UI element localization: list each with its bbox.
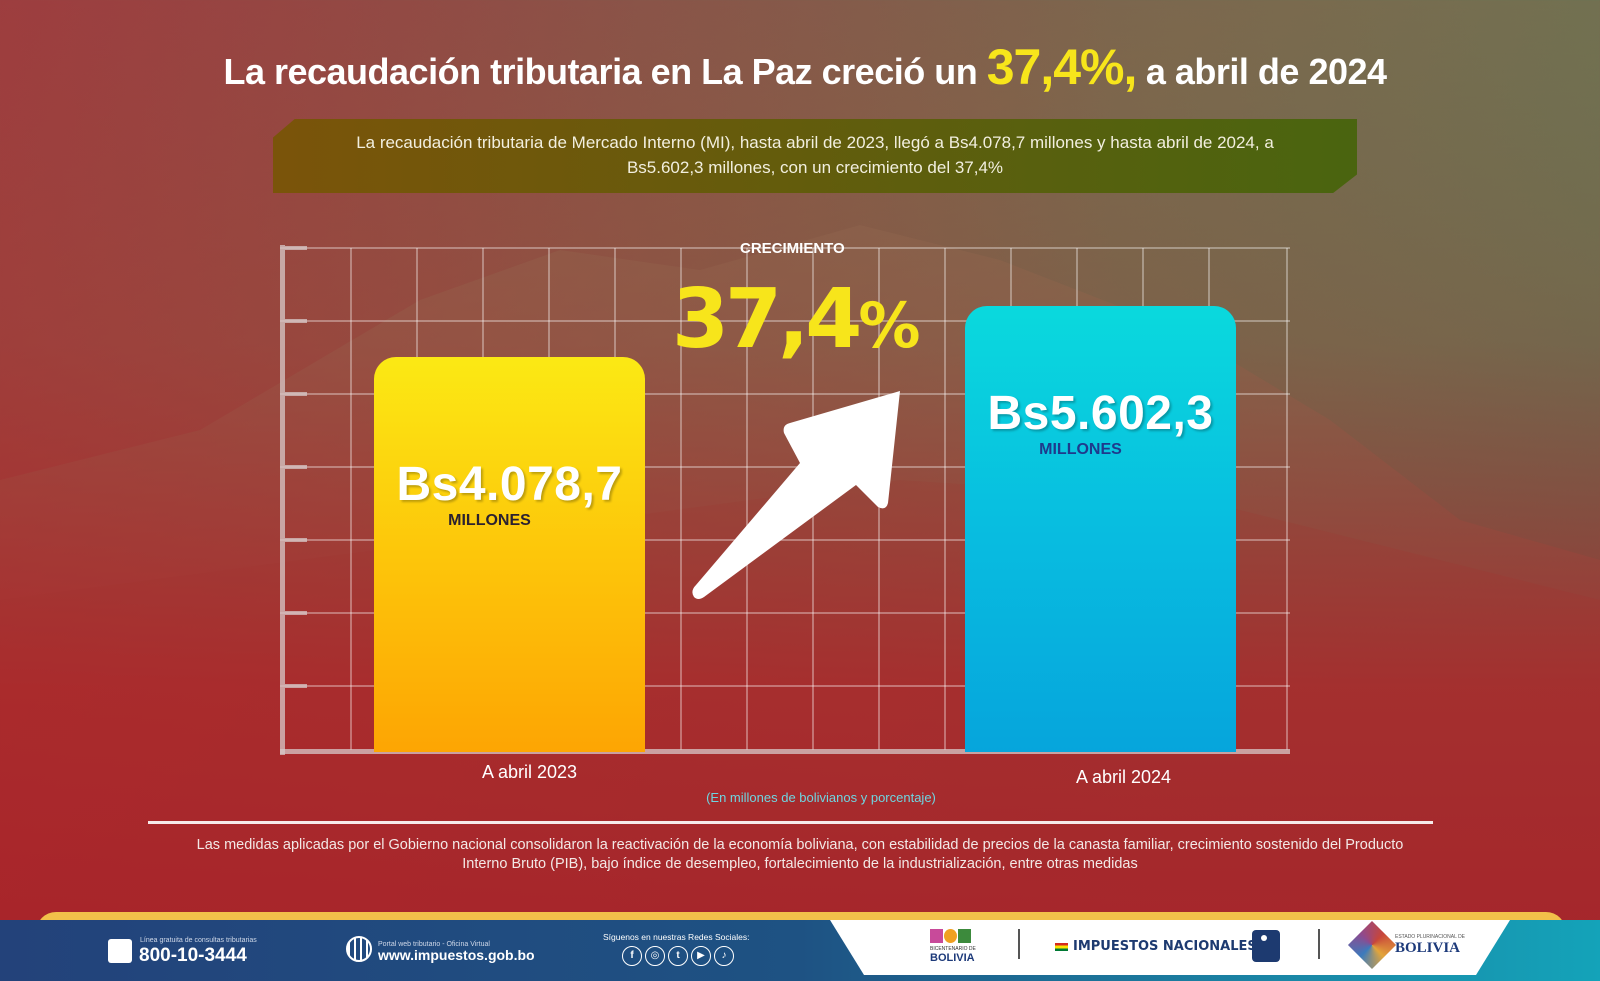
bar-value-2024: Bs5.602,3 xyxy=(987,387,1214,440)
impuestos-logo-icon xyxy=(1252,930,1280,962)
bolivia-flag-icon xyxy=(1055,943,1068,951)
phone-caption: Línea gratuita de consultas tributarias xyxy=(140,937,257,944)
growth-label: CRECIMIENTO xyxy=(740,240,845,257)
x-label-2024: A abril 2024 xyxy=(1076,767,1172,787)
bar-unit-2023: MILLONES xyxy=(448,512,531,529)
divider xyxy=(148,821,1433,824)
tiktok-icon[interactable]: ♪ xyxy=(714,946,734,966)
footnote-text: Las medidas aplicadas por el Gobierno na… xyxy=(196,837,1404,872)
footer-logos-panel xyxy=(830,920,1510,975)
footer-separator xyxy=(1018,929,1020,959)
bar-unit-2024: MILLONES xyxy=(1039,441,1122,458)
bar-2024: Bs5.602,3 MILLONES xyxy=(965,306,1236,752)
estado-caption: ESTADO PLURINACIONAL DE xyxy=(1395,934,1466,940)
growth-value: 37,4% xyxy=(672,272,920,367)
youtube-icon[interactable]: ▶ xyxy=(691,946,711,966)
bicentenario-text: BOLIVIA xyxy=(930,952,975,964)
web-caption: Portal web tributario - Oficina Virtual xyxy=(378,941,490,948)
instagram-icon[interactable]: ◎ xyxy=(645,946,665,966)
bar-2023: Bs4.078,7 MILLONES xyxy=(374,357,645,752)
x-label-2023: A abril 2023 xyxy=(482,762,578,782)
growth-arrow-icon xyxy=(692,391,900,599)
globe-icon xyxy=(346,936,372,962)
footer-separator xyxy=(1318,929,1320,959)
estado-bolivia-text: BOLIVIA xyxy=(1395,940,1461,956)
bar-value-2023: Bs4.078,7 xyxy=(396,458,623,511)
summary-text: La recaudación tributaria de Mercado Int… xyxy=(356,133,1274,177)
website-link[interactable]: www.impuestos.gob.bo xyxy=(378,947,535,963)
title-highlight: 37,4%, xyxy=(986,39,1138,95)
impuestos-nacionales-text: IMPUESTOS NACIONALES xyxy=(1073,939,1257,954)
page-title: La recaudación tributaria en La Paz crec… xyxy=(223,39,1387,95)
social-caption: Síguenos en nuestras Redes Sociales: xyxy=(603,932,750,942)
bicentenario-logo xyxy=(930,929,972,948)
phone-icon xyxy=(108,939,132,963)
bicentenario-caption: BICENTENARIO DE xyxy=(930,946,976,952)
phone-number[interactable]: 800-10-3444 xyxy=(139,945,247,966)
twitter-icon[interactable]: t xyxy=(668,946,688,966)
facebook-icon[interactable]: f xyxy=(622,946,642,966)
chart-units-note: (En millones de bolivianos y porcentaje) xyxy=(706,790,936,805)
summary-box: La recaudación tributaria de Mercado Int… xyxy=(273,119,1357,193)
